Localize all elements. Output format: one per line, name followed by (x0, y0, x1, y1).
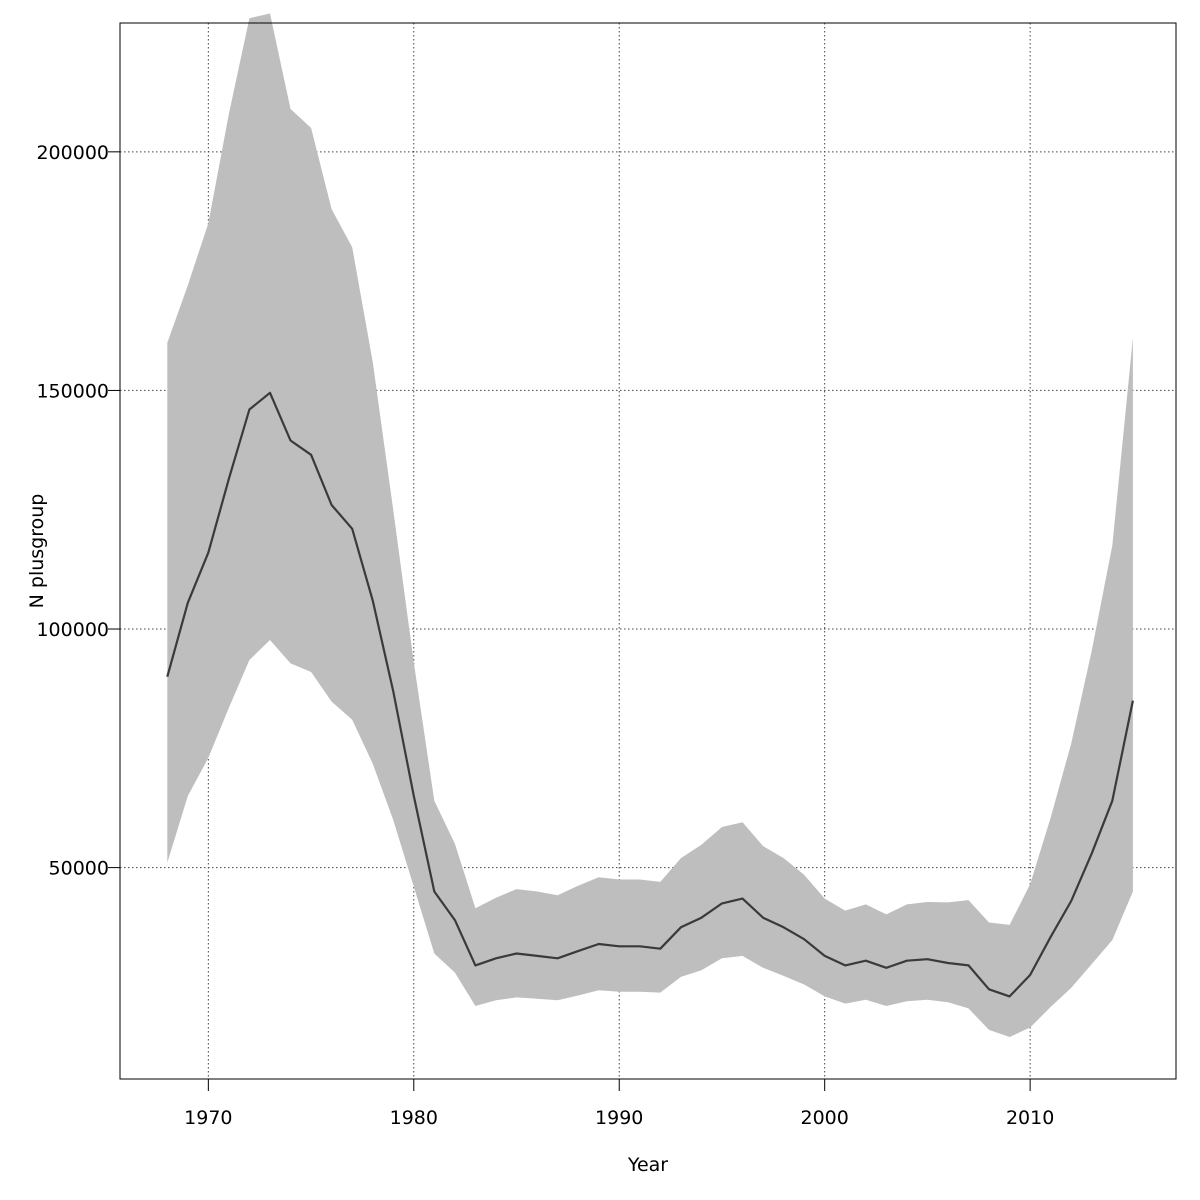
x-tick-label: 2010 (1006, 1107, 1054, 1129)
x-tick-label: 1970 (184, 1107, 232, 1129)
y-tick-label: 50000 (49, 858, 109, 880)
y-tick-label: 200000 (36, 142, 109, 164)
y-axis: 50000 100000 150000 200000 (36, 142, 120, 880)
x-axis-title: Year (627, 1154, 668, 1176)
series-line (166, 391, 1134, 998)
x-tick-label: 1990 (595, 1107, 643, 1129)
confidence-band-layer (167, 13, 1133, 1037)
y-tick-label: 100000 (36, 619, 109, 641)
x-tick-label: 1980 (390, 1107, 438, 1129)
x-tick-label: 2000 (801, 1107, 849, 1129)
y-axis-title: N plusgroup (26, 494, 48, 609)
confidence-band (167, 13, 1133, 1037)
y-tick-label: 150000 (36, 380, 109, 402)
x-axis: 1970 1980 1990 2000 2010 (184, 1079, 1054, 1129)
plot-frame (119, 22, 1177, 1080)
series-line-layer (166, 391, 1134, 998)
